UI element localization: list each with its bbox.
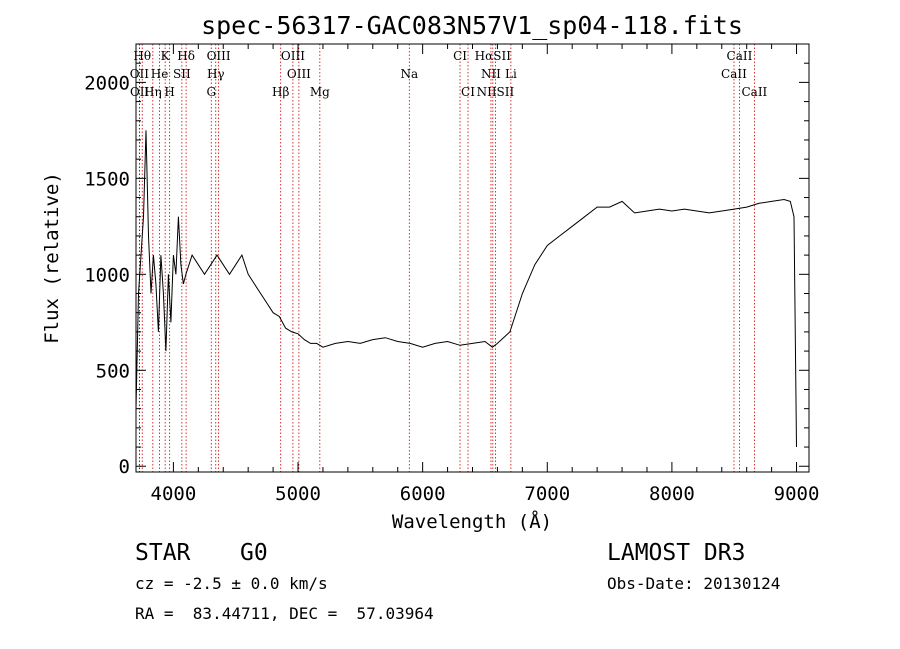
line-label-21: Hβ [272,85,289,99]
y-tick-label-3: 1500 [84,168,130,190]
x-tick-label-0: 4000 [151,483,197,505]
x-tick-label-3: 7000 [524,483,570,505]
x-tick-label-1: 5000 [275,483,321,505]
x-tick-label-2: 6000 [400,483,446,505]
line-label-22: Mg [310,85,330,99]
object-subclass: G0 [240,540,268,566]
line-label-4: OIII [281,49,305,63]
observation-date: Obs-Date: 20130124 [607,574,781,593]
line-label-6: HαSII [475,49,512,63]
y-tick-label-1: 500 [96,360,130,382]
line-label-23: CI [461,85,475,99]
y-axis-label: Flux (relative) [41,172,63,344]
chart-title: spec-56317-GAC083N57V1_sp04-118.fits [201,11,743,40]
line-label-7: CaII [727,49,753,63]
ra-dec-coordinates: RA = 83.44711, DEC = 57.03964 [135,604,434,623]
line-label-20: G [206,85,216,99]
line-label-11: Hγ [207,67,225,81]
line-label-10: SII [173,67,191,81]
line-label-15: Li [505,67,517,81]
line-label-19: H [164,85,174,99]
object-class: STAR [135,540,191,566]
x-axis-label: Wavelength (Å) [392,510,552,533]
y-tick-label-2: 1000 [84,264,130,286]
line-label-8: OII [130,67,150,81]
line-label-2: Hδ [177,49,195,63]
line-label-0: Hθ [133,49,151,63]
x-tick-label-4: 8000 [649,483,695,505]
x-tick-label-5: 9000 [774,483,820,505]
line-label-5: CI [453,49,467,63]
spectral-line-labels: Hθ K Hδ OIII OIII CI HαSII CaII OII He SII Hγ OIII Na… [130,49,768,99]
line-label-25: CaII [741,85,767,99]
redshift-cz: cz = -2.5 ± 0.0 km/s [135,574,328,593]
line-label-16: CaII [721,67,747,81]
line-label-14: NII [481,67,501,81]
line-label-24: NIISII [477,85,515,99]
line-label-9: He [151,67,169,81]
y-tick-label-0: 0 [119,456,130,478]
survey-name: LAMOST DR3 [607,540,746,566]
line-label-12: OIII [287,67,311,81]
line-label-13: Na [400,67,418,81]
plot-frame [135,43,810,473]
spectral-line-markers [138,44,755,472]
line-label-18: Hη [144,85,162,99]
y-tick-label-4: 2000 [84,72,130,94]
line-label-17: OII [130,85,150,99]
line-label-3: OIII [207,49,231,63]
axis-ticks: 4000 5000 6000 7000 8000 9000 0 500 1000 1500 2000 [84,44,819,505]
line-label-1: K [161,49,171,63]
flux-series-line [135,130,797,448]
